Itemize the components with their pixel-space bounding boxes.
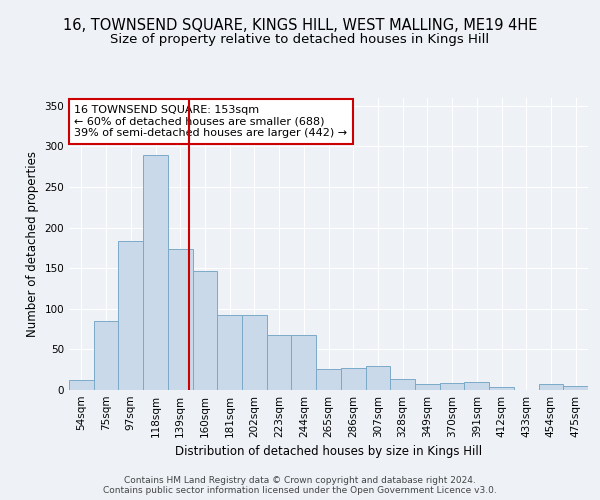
Bar (217, 316, 242, 390)
X-axis label: Distribution of detached houses by size in Kings Hill: Distribution of detached houses by size … (175, 446, 482, 458)
Bar (440, 382, 464, 390)
Bar (292, 335, 316, 390)
Bar (489, 387, 514, 390)
Bar (94, 321, 118, 390)
Text: 16, TOWNSEND SQUARE, KINGS HILL, WEST MALLING, ME19 4HE: 16, TOWNSEND SQUARE, KINGS HILL, WEST MA… (63, 18, 537, 32)
Bar (193, 270, 217, 390)
Bar (563, 386, 588, 390)
Bar (341, 368, 365, 390)
Bar (415, 384, 440, 390)
Bar (118, 240, 143, 390)
Y-axis label: Number of detached properties: Number of detached properties (26, 151, 39, 337)
Bar (267, 335, 292, 390)
Bar (464, 382, 489, 390)
Bar (365, 366, 390, 390)
Bar (69, 380, 94, 390)
Bar (242, 316, 267, 390)
Bar (168, 250, 193, 390)
Bar (390, 378, 415, 390)
Text: Size of property relative to detached houses in Kings Hill: Size of property relative to detached ho… (110, 32, 490, 46)
Bar (143, 155, 168, 390)
Text: 16 TOWNSEND SQUARE: 153sqm
← 60% of detached houses are smaller (688)
39% of sem: 16 TOWNSEND SQUARE: 153sqm ← 60% of deta… (74, 105, 347, 138)
Bar (539, 384, 563, 390)
Text: Contains HM Land Registry data © Crown copyright and database right 2024.
Contai: Contains HM Land Registry data © Crown c… (103, 476, 497, 495)
Bar (316, 369, 341, 390)
